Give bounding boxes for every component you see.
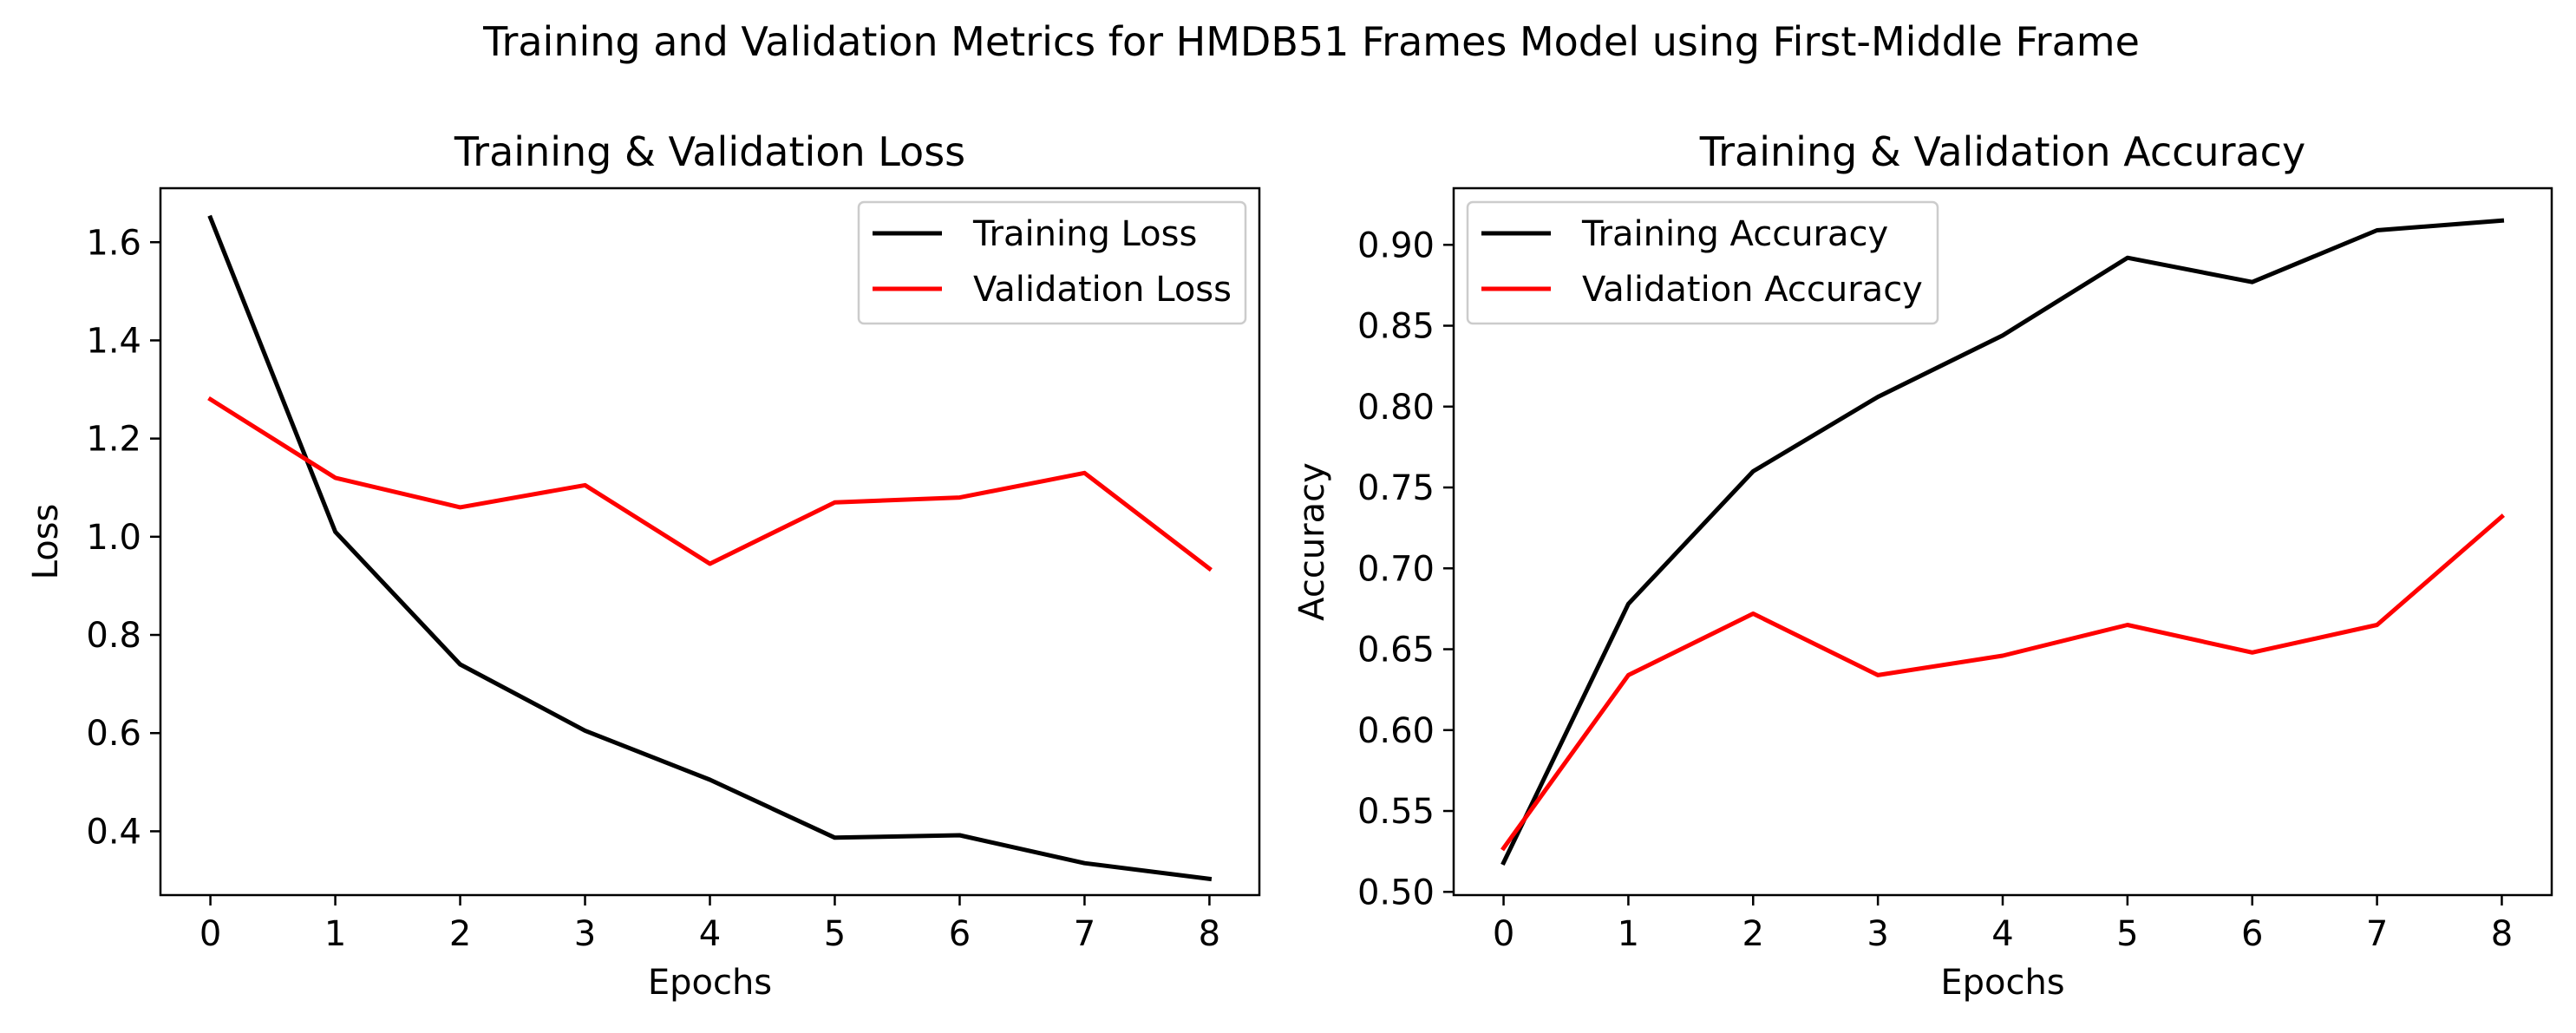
accuracy-legend-label-training: Training Accuracy (1581, 214, 1888, 254)
loss-series-line-training (207, 214, 1213, 882)
loss-chart-title: Training & Validation Loss (454, 128, 965, 175)
accuracy-chart-panel: Training & Validation Accuracy 0 1 2 3 4 5 6 7 8 0… (1292, 128, 2553, 1003)
accuracy-x-tick-label: 7 (2366, 914, 2388, 954)
accuracy-y-tick-label: 0.60 (1357, 711, 1435, 751)
loss-legend-label-validation: Validation Loss (973, 270, 1232, 310)
accuracy-x-axis-label: Epochs (1940, 963, 2064, 1003)
loss-x-tick-label: 1 (324, 914, 346, 954)
accuracy-chart-title: Training & Validation Accuracy (1699, 128, 2305, 175)
loss-x-tick-label: 3 (574, 914, 596, 954)
accuracy-series-line-validation (1500, 513, 2506, 852)
accuracy-y-tick-label: 0.90 (1357, 226, 1435, 265)
loss-x-tick-label: 4 (699, 914, 721, 954)
accuracy-x-tick-label: 6 (2241, 914, 2263, 954)
loss-legend-box (857, 200, 1247, 325)
accuracy-x-tick-label: 1 (1618, 914, 1639, 954)
loss-x-tick-label: 0 (199, 914, 221, 954)
accuracy-series-line-training (1500, 218, 2505, 866)
accuracy-y-tick-label: 0.50 (1357, 873, 1435, 912)
loss-y-tick-label: 1.4 (86, 321, 141, 361)
loss-legend-label-training: Training Loss (972, 214, 1197, 254)
accuracy-x-tick-label: 3 (1867, 914, 1888, 954)
loss-y-tick-label: 1.2 (86, 420, 141, 460)
loss-x-tick-label: 8 (1199, 914, 1220, 954)
accuracy-y-tick-label: 0.75 (1357, 468, 1435, 508)
loss-x-tick-label: 6 (949, 914, 971, 954)
accuracy-legend: Training Accuracy Validation Accuracy (1466, 200, 1939, 325)
loss-x-tick-label: 5 (824, 914, 846, 954)
accuracy-y-axis-label: Accuracy (1292, 462, 1332, 621)
loss-y-tick-label: 0.8 (86, 616, 141, 656)
loss-x-tick-label: 7 (1074, 914, 1095, 954)
loss-x-tick-label: 2 (449, 914, 471, 954)
loss-y-tick-label: 0.6 (86, 714, 141, 754)
loss-legend: Training Loss Validation Loss (857, 200, 1247, 325)
accuracy-legend-label-validation: Validation Accuracy (1582, 270, 1923, 310)
loss-x-axis-label: Epochs (648, 963, 772, 1003)
figure-suptitle: Training and Validation Metrics for HMDB… (482, 18, 2140, 65)
loss-series-line-validation (207, 396, 1213, 572)
accuracy-x-tick-label: 8 (2491, 914, 2513, 954)
accuracy-y-tick-label: 0.65 (1357, 631, 1435, 670)
accuracy-x-tick-label: 4 (1991, 914, 2013, 954)
loss-y-tick-label: 0.4 (86, 812, 141, 852)
accuracy-y-tick-label: 0.70 (1357, 549, 1435, 589)
accuracy-y-tick-label: 0.55 (1357, 792, 1435, 832)
accuracy-x-tick-label: 0 (1493, 914, 1514, 954)
accuracy-x-tick-label: 2 (1742, 914, 1764, 954)
accuracy-legend-box (1466, 200, 1939, 325)
accuracy-y-tick-label: 0.80 (1357, 388, 1435, 428)
loss-chart-panel: Training & Validation Loss 0 1 2 3 4 5 6 7 8 0.4 0.… (26, 128, 1261, 1003)
accuracy-y-tick-label: 0.85 (1357, 307, 1435, 347)
loss-y-tick-label: 1.0 (86, 518, 141, 558)
accuracy-x-tick-label: 5 (2116, 914, 2138, 954)
loss-y-tick-label: 1.6 (86, 223, 141, 263)
loss-y-axis-label: Loss (26, 504, 66, 580)
